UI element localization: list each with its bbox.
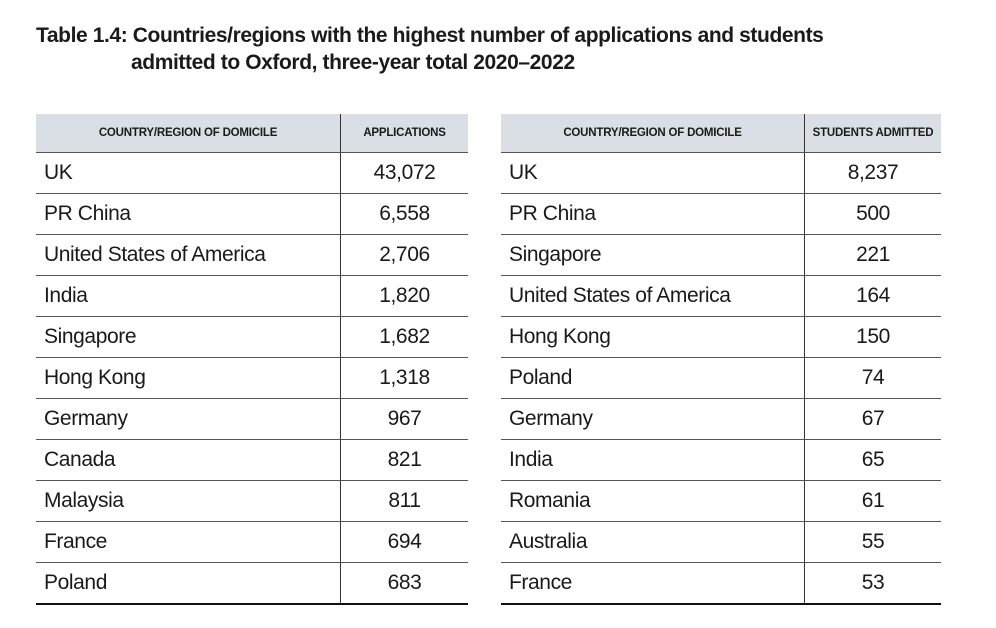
country-cell: Hong Kong <box>501 316 805 358</box>
country-cell: Singapore <box>501 234 805 276</box>
table-row: Canada 821 <box>36 439 468 481</box>
table-row: Germany 67 <box>501 398 941 440</box>
value-cell: 8,237 <box>804 152 941 194</box>
value-cell: 55 <box>804 521 941 563</box>
students-admitted-table-body: UK 8,237 PR China 500 Singapore 221 United Sta… <box>501 152 941 605</box>
country-cell: India <box>501 439 805 481</box>
country-cell: Singapore <box>36 316 341 358</box>
value-cell: 967 <box>340 398 468 440</box>
value-cell: 6,558 <box>340 193 468 235</box>
table-row: United States of America 2,706 <box>36 234 468 276</box>
value-cell: 694 <box>340 521 468 563</box>
value-cell: 221 <box>804 234 941 276</box>
country-cell: Poland <box>36 562 341 605</box>
table-row: Hong Kong 1,318 <box>36 357 468 399</box>
value-cell: 1,820 <box>340 275 468 317</box>
country-cell: United States of America <box>36 234 341 276</box>
country-cell: PR China <box>501 193 805 235</box>
table-row: United States of America 164 <box>501 275 941 317</box>
country-cell: Germany <box>36 398 341 440</box>
value-cell: 65 <box>804 439 941 481</box>
value-cell: 53 <box>804 562 941 605</box>
applications-table-body: UK 43,072 PR China 6,558 United States of Am… <box>36 152 468 605</box>
value-cell: 821 <box>340 439 468 481</box>
column-header-country: COUNTRY/REGION OF DOMICILE <box>36 114 341 153</box>
value-cell: 2,706 <box>340 234 468 276</box>
country-cell: Australia <box>501 521 805 563</box>
table-title-line-1: Table 1.4: Countries/regions with the hi… <box>36 24 824 47</box>
country-cell: Poland <box>501 357 805 399</box>
value-cell: 164 <box>804 275 941 317</box>
table-row: Hong Kong 150 <box>501 316 941 358</box>
table-row: France 53 <box>501 562 941 605</box>
country-cell: France <box>36 521 341 563</box>
table-row: Australia 55 <box>501 521 941 563</box>
table-row: PR China 6,558 <box>36 193 468 235</box>
column-header-applications: APPLICATIONS <box>340 114 468 153</box>
value-cell: 1,318 <box>340 357 468 399</box>
value-cell: 43,072 <box>340 152 468 194</box>
table-row: Poland 683 <box>36 562 468 605</box>
country-cell: UK <box>36 152 341 194</box>
table-row: Poland 74 <box>501 357 941 399</box>
country-cell: Malaysia <box>36 480 341 522</box>
column-header-country: COUNTRY/REGION OF DOMICILE <box>501 114 805 153</box>
value-cell: 500 <box>804 193 941 235</box>
country-cell: India <box>36 275 341 317</box>
value-cell: 74 <box>804 357 941 399</box>
table-row: PR China 500 <box>501 193 941 235</box>
country-cell: UK <box>501 152 805 194</box>
value-cell: 811 <box>340 480 468 522</box>
table-row: UK 43,072 <box>36 152 468 194</box>
table-row: Singapore 1,682 <box>36 316 468 358</box>
country-cell: PR China <box>36 193 341 235</box>
table-row: Singapore 221 <box>501 234 941 276</box>
value-cell: 67 <box>804 398 941 440</box>
table-row: India 1,820 <box>36 275 468 317</box>
table-row: UK 8,237 <box>501 152 941 194</box>
country-cell: France <box>501 562 805 605</box>
applications-table: COUNTRY/REGION OF DOMICILE APPLICATIONS … <box>36 114 468 605</box>
table-title: Table 1.4: Countries/regions with the hi… <box>36 22 824 76</box>
value-cell: 150 <box>804 316 941 358</box>
table-title-line-2: admitted to Oxford, three-year total 202… <box>131 51 575 74</box>
country-cell: Canada <box>36 439 341 481</box>
column-header-students-admitted: STUDENTS ADMITTED <box>804 114 941 153</box>
value-cell: 1,682 <box>340 316 468 358</box>
country-cell: Hong Kong <box>36 357 341 399</box>
country-cell: Germany <box>501 398 805 440</box>
value-cell: 61 <box>804 480 941 522</box>
header-row: COUNTRY/REGION OF DOMICILE STUDENTS ADMI… <box>501 114 941 153</box>
header-row: COUNTRY/REGION OF DOMICILE APPLICATIONS <box>36 114 468 153</box>
value-cell: 683 <box>340 562 468 605</box>
country-cell: Romania <box>501 480 805 522</box>
table-row: Malaysia 811 <box>36 480 468 522</box>
table-row: France 694 <box>36 521 468 563</box>
table-row: Germany 967 <box>36 398 468 440</box>
country-cell: United States of America <box>501 275 805 317</box>
table-row: India 65 <box>501 439 941 481</box>
table-row: Romania 61 <box>501 480 941 522</box>
students-admitted-table: COUNTRY/REGION OF DOMICILE STUDENTS ADMI… <box>501 114 941 605</box>
